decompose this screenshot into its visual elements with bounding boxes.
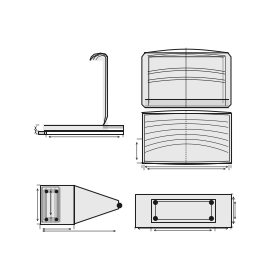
Polygon shape xyxy=(145,99,228,108)
Polygon shape xyxy=(142,53,231,108)
Polygon shape xyxy=(90,53,108,125)
Polygon shape xyxy=(44,123,108,130)
Polygon shape xyxy=(74,185,119,224)
Polygon shape xyxy=(142,113,231,163)
Bar xyxy=(38,131,46,134)
Polygon shape xyxy=(40,185,74,224)
Polygon shape xyxy=(135,194,231,227)
